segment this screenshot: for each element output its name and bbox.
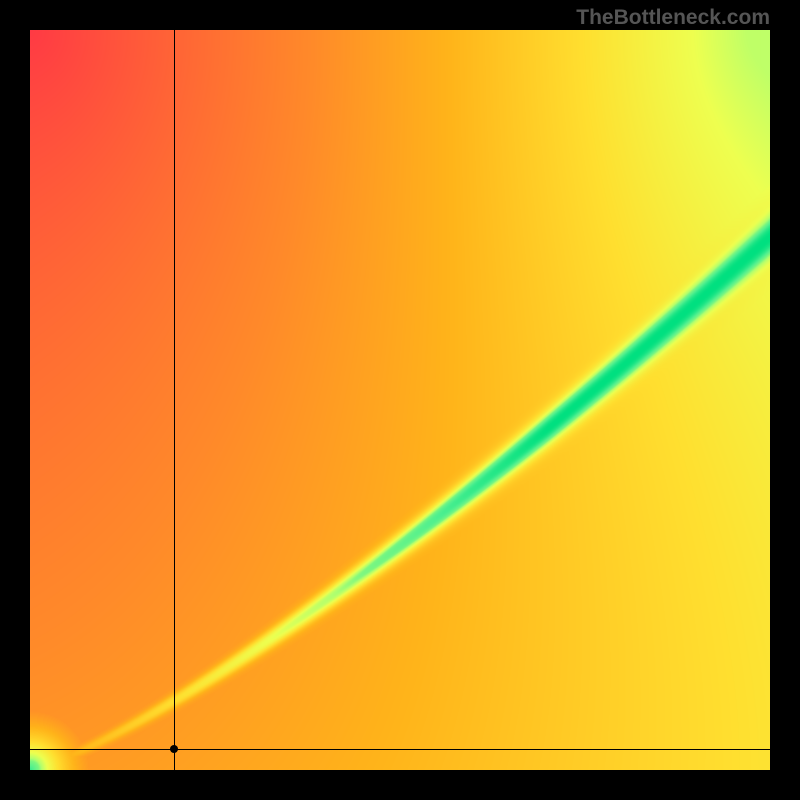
crosshair-vertical: [174, 30, 175, 770]
heatmap-canvas: [30, 30, 770, 770]
watermark-text: TheBottleneck.com: [576, 6, 770, 30]
crosshair-horizontal: [30, 749, 770, 750]
crosshair-marker: [170, 745, 178, 753]
heatmap-plot: [30, 30, 770, 770]
